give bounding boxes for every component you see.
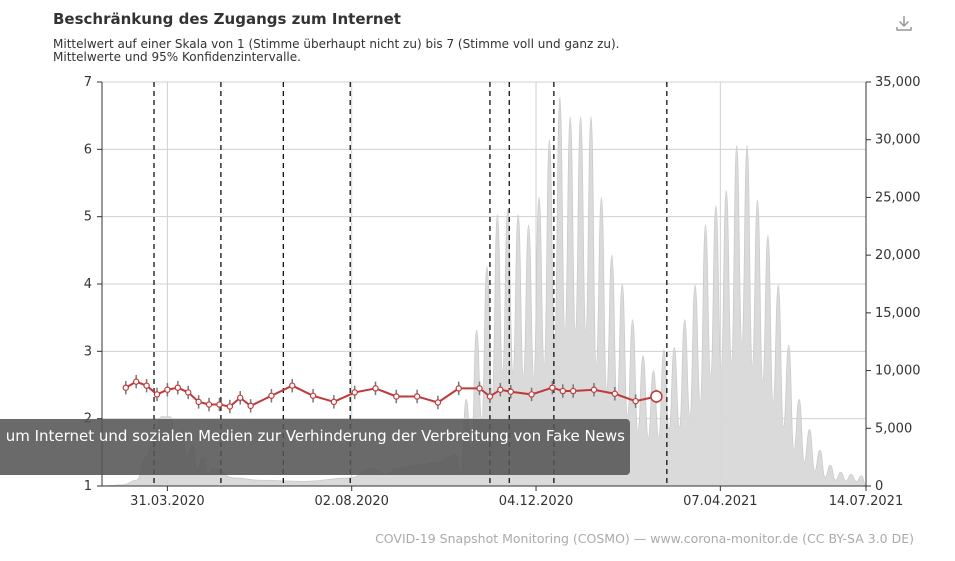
y-left-tick-label: 7 [84, 75, 92, 90]
data-point [528, 391, 535, 398]
data-point [434, 399, 442, 406]
tooltip: um Internet und sozialen Medien zur Verh… [0, 419, 630, 475]
data-point [559, 387, 566, 395]
data-point [507, 388, 514, 395]
x-tick-label: 31.03.2020 [130, 494, 204, 509]
y-left-tick-label: 4 [84, 277, 92, 292]
tooltip-text: um Internet und sozialen Medien zur Verh… [5, 427, 625, 445]
y-right-tick-label: 10,000 [875, 364, 921, 379]
data-point [309, 392, 317, 399]
data-point [164, 386, 171, 393]
data-point [122, 384, 129, 391]
data-point [289, 382, 296, 389]
data-point [549, 384, 556, 391]
data-point [486, 393, 494, 400]
data-point [632, 397, 639, 405]
hovered-data-point [650, 390, 663, 403]
y-right-tick-label: 0 [875, 479, 883, 494]
data-point [372, 385, 379, 392]
data-point [393, 393, 400, 400]
data-point [351, 389, 358, 396]
data-point [330, 398, 338, 406]
data-point [195, 398, 202, 406]
chart-title: Beschränkung des Zugangs zum Internet [53, 10, 401, 28]
data-point [413, 393, 421, 400]
data-point [216, 401, 223, 408]
data-point [497, 386, 504, 393]
download-icon[interactable] [894, 13, 914, 33]
y-right-tick-label: 15,000 [875, 306, 921, 321]
data-point [611, 390, 619, 397]
chart-subtitle-line1: Mittelwert auf einer Skala von 1 (Stimme… [53, 37, 620, 51]
data-point [132, 378, 140, 385]
x-tick-label: 04.12.2020 [499, 494, 573, 509]
data-point [143, 382, 150, 389]
data-point [174, 384, 182, 391]
y-left-tick-label: 6 [84, 142, 92, 157]
data-point [569, 387, 577, 395]
y-right-tick-label: 5,000 [875, 421, 912, 436]
data-point [205, 401, 213, 408]
data-point [455, 385, 462, 392]
x-tick-label: 07.04.2021 [683, 494, 757, 509]
y-left-tick-label: 5 [84, 210, 92, 225]
data-point [237, 394, 244, 401]
y-left-tick-label: 1 [84, 479, 92, 494]
data-point [153, 391, 161, 398]
y-right-tick-label: 30,000 [875, 133, 921, 148]
data-point [185, 389, 192, 396]
data-point [476, 385, 483, 392]
data-point [268, 392, 275, 399]
y-right-tick-label: 20,000 [875, 248, 921, 263]
x-tick-label: 02.08.2020 [314, 494, 388, 509]
x-tick-label: 14.07.2021 [829, 494, 903, 509]
data-point [590, 386, 598, 393]
y-right-tick-label: 25,000 [875, 190, 921, 205]
y-left-tick-label: 3 [84, 344, 92, 359]
data-point [226, 403, 234, 410]
chart-subtitle-line2: Mittelwerte und 95% Konfidenzintervalle. [53, 50, 301, 64]
y-right-tick-label: 35,000 [875, 75, 921, 90]
data-point [247, 402, 254, 410]
source-footer: COVID-19 Snapshot Monitoring (COSMO) — w… [375, 531, 914, 546]
